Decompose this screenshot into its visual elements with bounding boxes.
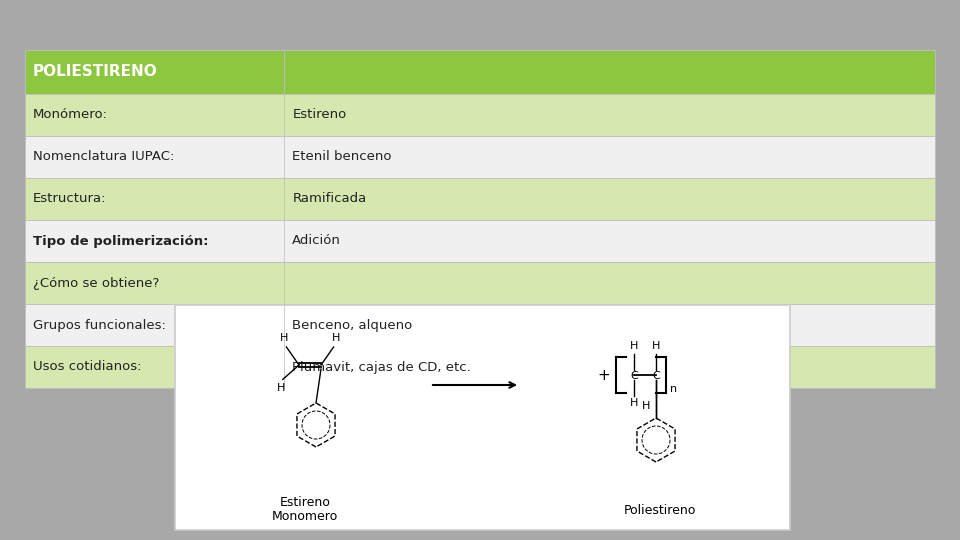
Bar xyxy=(25,346,935,388)
Text: Plumavit, cajas de CD, etc.: Plumavit, cajas de CD, etc. xyxy=(293,361,471,374)
Text: Estructura:: Estructura: xyxy=(33,192,107,206)
Text: Ramificada: Ramificada xyxy=(293,192,367,206)
Text: Estireno: Estireno xyxy=(279,496,330,509)
Text: Etenil benceno: Etenil benceno xyxy=(293,151,392,164)
Text: Monomero: Monomero xyxy=(272,510,338,523)
Bar xyxy=(25,50,935,94)
Text: H: H xyxy=(276,383,285,394)
Bar xyxy=(25,220,935,262)
Bar xyxy=(25,136,935,178)
Bar xyxy=(25,304,935,346)
Text: ¿Cómo se obtiene?: ¿Cómo se obtiene? xyxy=(33,276,159,289)
Bar xyxy=(25,94,935,136)
Text: H: H xyxy=(331,333,340,343)
Text: Usos cotidianos:: Usos cotidianos: xyxy=(33,361,141,374)
Text: H: H xyxy=(630,398,638,408)
Text: H: H xyxy=(642,401,650,411)
Text: H: H xyxy=(630,341,638,351)
Text: Monómero:: Monómero: xyxy=(33,109,108,122)
Text: C: C xyxy=(630,371,637,381)
Text: Tipo de polimerización:: Tipo de polimerización: xyxy=(33,234,208,247)
Text: n: n xyxy=(670,384,678,394)
Bar xyxy=(25,178,935,220)
Text: C: C xyxy=(652,371,660,381)
Bar xyxy=(25,262,935,304)
Text: Poliestireno: Poliestireno xyxy=(624,503,696,516)
Text: +: + xyxy=(598,368,611,382)
Text: H: H xyxy=(280,333,289,343)
Text: Estireno: Estireno xyxy=(293,109,347,122)
Text: Benceno, alqueno: Benceno, alqueno xyxy=(293,319,413,332)
Bar xyxy=(175,305,790,530)
Text: POLIESTIRENO: POLIESTIRENO xyxy=(33,64,157,79)
Text: Grupos funcionales:: Grupos funcionales: xyxy=(33,319,166,332)
Text: Nomenclatura IUPAC:: Nomenclatura IUPAC: xyxy=(33,151,175,164)
Text: H: H xyxy=(652,341,660,351)
Text: Adición: Adición xyxy=(293,234,341,247)
